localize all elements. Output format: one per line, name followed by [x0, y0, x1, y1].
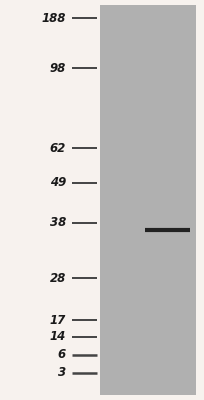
Text: 188: 188: [42, 12, 66, 24]
Text: 28: 28: [50, 272, 66, 284]
Text: 14: 14: [50, 330, 66, 344]
Text: 3: 3: [58, 366, 66, 380]
Bar: [0, 0, 100, 400]
Text: 6: 6: [58, 348, 66, 362]
Text: 49: 49: [50, 176, 66, 190]
Text: 17: 17: [50, 314, 66, 326]
Text: 62: 62: [50, 142, 66, 154]
Text: 38: 38: [50, 216, 66, 230]
Text: 98: 98: [50, 62, 66, 74]
Bar: [100, 5, 196, 395]
